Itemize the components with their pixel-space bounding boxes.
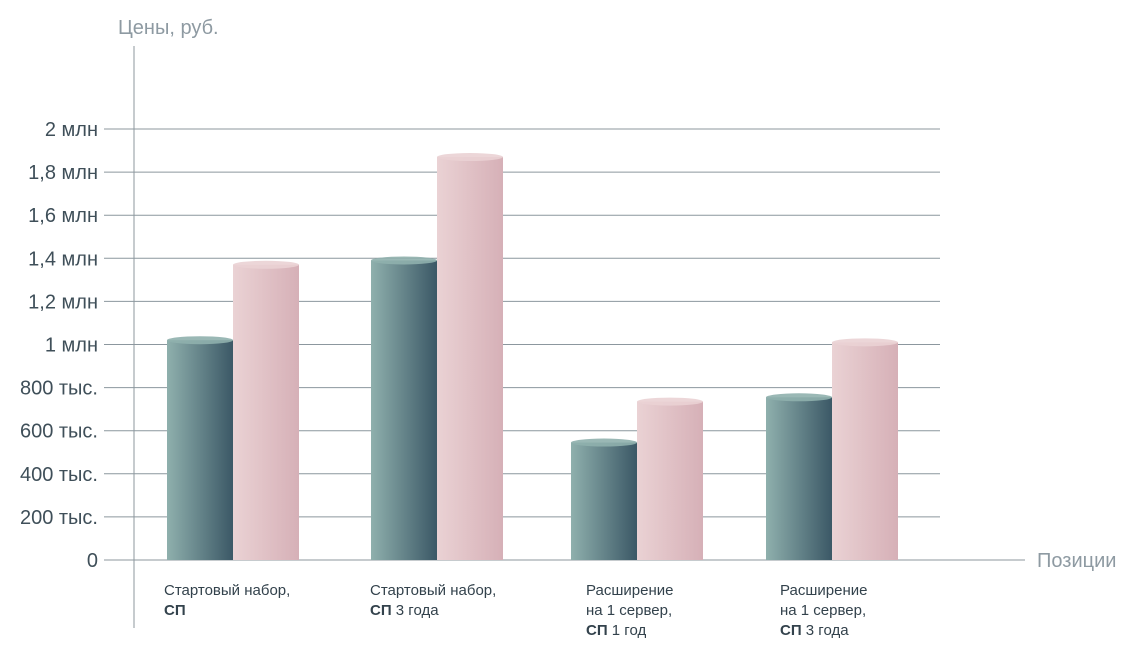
category-label-segment: 3 года xyxy=(802,622,850,639)
category-label-segment: 3 года xyxy=(392,602,440,619)
category-label-segment: 1 год xyxy=(608,622,647,639)
x-axis-title: Позиции xyxy=(1037,550,1116,572)
bar-series2-cat3 xyxy=(637,401,703,560)
bar-series1-cat1 xyxy=(167,340,233,560)
category-label: Расширение на 1 сервер, СП 1 год xyxy=(586,582,673,639)
bar-series1-cat2 xyxy=(371,260,437,560)
category-label: Стартовый набор, СП xyxy=(164,582,290,619)
category-label: Стартовый набор, СП 3 года xyxy=(370,582,496,619)
category-label-segment: Стартовый набор, xyxy=(164,582,290,599)
bar-series2-cat4 xyxy=(832,342,898,560)
y-tick-label: 1,6 млн xyxy=(28,205,98,227)
y-tick-label: 1,8 млн xyxy=(28,162,98,184)
y-tick-label: 800 тыс. xyxy=(20,378,98,400)
category-label-segment: СП xyxy=(780,622,802,639)
bar-cap-series1-cat4 xyxy=(766,393,832,402)
y-tick-label: 1 млн xyxy=(45,335,98,357)
bar-cap-series2-cat1 xyxy=(233,260,299,269)
category-label-segment: Стартовый набор, xyxy=(370,582,496,599)
bar-series1-cat4 xyxy=(766,397,832,560)
bar-cap-series2-cat4 xyxy=(832,338,898,347)
bar-cap-series1-cat1 xyxy=(167,336,233,345)
category-label-segment: Расширение xyxy=(586,582,673,599)
bar-cap-series2-cat3 xyxy=(637,397,703,406)
bar-cap-series1-cat3 xyxy=(571,438,637,447)
category-label-segment: Расширение xyxy=(780,582,867,599)
y-tick-label: 600 тыс. xyxy=(20,421,98,443)
y-tick-label: 400 тыс. xyxy=(20,464,98,486)
y-tick-label: 1,4 млн xyxy=(28,248,98,270)
bar-series2-cat2 xyxy=(437,157,503,560)
category-label-segment: СП xyxy=(586,622,608,639)
category-label-segment: СП xyxy=(164,602,186,619)
category-label-segment: СП xyxy=(370,602,392,619)
y-tick-label: 1,2 млн xyxy=(28,291,98,313)
category-label: Расширение на 1 сервер, СП 3 года xyxy=(780,582,867,639)
bar-cap-series1-cat2 xyxy=(371,256,437,265)
bar-series2-cat1 xyxy=(233,264,299,560)
bar-series1-cat3 xyxy=(571,442,637,560)
bar-cap-series2-cat2 xyxy=(437,153,503,162)
y-tick-label: 2 млн xyxy=(45,119,98,141)
y-tick-label: 200 тыс. xyxy=(20,507,98,529)
category-label-segment: на 1 сервер, xyxy=(780,602,866,619)
category-label-segment: на 1 сервер, xyxy=(586,602,672,619)
y-tick-label: 0 xyxy=(87,550,98,572)
y-axis-title: Цены, руб. xyxy=(118,17,219,39)
